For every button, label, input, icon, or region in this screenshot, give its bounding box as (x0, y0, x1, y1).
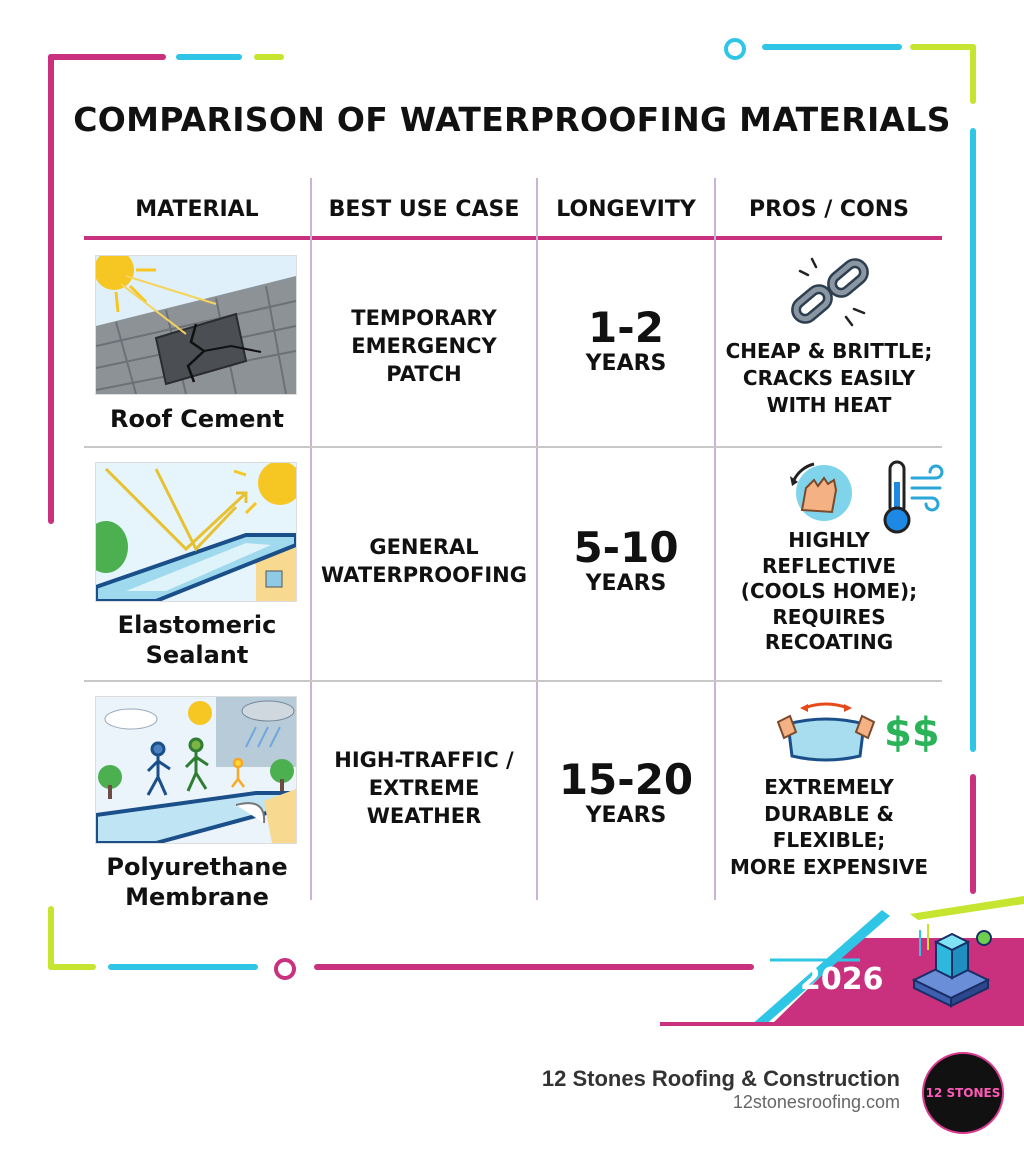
innovation-cube-icon (906, 920, 996, 1010)
longevity-row-3: 15-20 YEARS (538, 758, 714, 830)
stretch-membrane-icon (774, 698, 878, 768)
header-material: MATERIAL (135, 197, 259, 222)
footer-website-link[interactable]: 12stonesroofing.com (732, 1092, 900, 1112)
frame-top-right-cyan (762, 44, 902, 50)
use-line: TEMPORARY (351, 306, 497, 330)
pros-cons-line: RECOATING (764, 630, 894, 654)
frame-bottom-magenta (314, 964, 754, 970)
use-line: WATERPROOFING (321, 563, 527, 587)
use-row-2: GENERAL WATERPROOFING (312, 533, 536, 589)
use-row-3: HIGH-TRAFFIC / EXTREME WEATHER (312, 746, 536, 830)
elastomeric-sealant-illustration (95, 462, 297, 602)
longevity-value: 5-10 (573, 523, 679, 572)
use-row-1: TEMPORARY EMERGENCY PATCH (312, 304, 536, 388)
frame-bottom-ring (274, 958, 296, 980)
header-rule (84, 236, 942, 240)
dollar-icon: $$ (884, 710, 940, 756)
pros-cons-line: EXTREMELY (764, 775, 894, 799)
broken-chain-icon (786, 255, 876, 335)
roof-cement-illustration (95, 255, 297, 395)
footer-company-name: 12 Stones Roofing & Construction (541, 1066, 900, 1091)
material-line: Elastomeric (117, 611, 277, 639)
frame-left-magenta (48, 54, 54, 524)
longevity-row-1: 1-2 YEARS (538, 306, 714, 378)
thermometer-icon (878, 458, 948, 536)
frame-top-magenta (48, 54, 166, 60)
pros-cons-line: FLEXIBLE; (772, 828, 886, 852)
pros-cons-row-1: CHEAP & BRITTLE; CRACKS EASILY WITH HEAT (716, 338, 942, 419)
pros-cons-line: REFLECTIVE (761, 553, 897, 578)
hand-recoat-icon (784, 460, 858, 526)
col-divider-3 (714, 178, 716, 900)
frame-left-lime (48, 906, 54, 970)
material-elastomeric-sealant: Elastomeric Sealant (84, 610, 310, 670)
company-logo: 12 STONES (922, 1052, 1004, 1134)
pros-cons-line: REQUIRES (772, 604, 886, 629)
use-line: HIGH-TRAFFIC / (334, 748, 514, 772)
col-divider-2 (536, 178, 538, 900)
longevity-value: 1-2 (588, 303, 664, 352)
frame-top-lime-dash (254, 54, 284, 60)
frame-top-cyan-dash (176, 54, 242, 60)
row-divider-1 (84, 446, 942, 448)
pros-cons-line: HIGHLY (788, 528, 870, 552)
pros-cons-line: DURABLE & (764, 801, 894, 826)
frame-bottom-cyan (108, 964, 258, 970)
pros-cons-line: WITH HEAT (766, 393, 892, 417)
frame-right-cyan (970, 128, 976, 752)
use-line: PATCH (386, 362, 462, 386)
col-divider-1 (310, 178, 312, 900)
frame-bottom-lime (48, 964, 96, 970)
pros-cons-line: CRACKS EASILY (742, 366, 916, 390)
material-polyurethane-membrane: Polyurethane Membrane (84, 852, 310, 912)
row-divider-2 (84, 680, 942, 682)
use-line: EMERGENCY (351, 334, 497, 358)
header-best-use-case: BEST USE CASE (328, 197, 520, 222)
frame-right-lime (970, 44, 976, 104)
logo-text: 12 STONES (925, 1086, 1001, 1100)
header-pros-cons: PROS / CONS (748, 197, 910, 222)
longevity-unit: YEARS (585, 803, 667, 828)
page-title: COMPARISON OF WATERPROOFING MATERIALS (73, 100, 951, 139)
header-longevity: LONGEVITY (556, 197, 696, 222)
use-line: EXTREME (368, 776, 480, 800)
material-line: Polyurethane (106, 853, 288, 881)
longevity-value: 15-20 (558, 755, 694, 804)
pros-cons-line: (COOLS HOME); (740, 579, 918, 603)
pros-cons-row-2: HIGHLY REFLECTIVE (COOLS HOME); REQUIRES… (716, 528, 942, 656)
use-line: GENERAL (369, 535, 479, 559)
frame-top-ring (724, 38, 746, 60)
material-line: Sealant (145, 641, 249, 669)
badge-year: 2026 (800, 962, 884, 997)
frame-top-right-lime (910, 44, 976, 50)
longevity-row-2: 5-10 YEARS (538, 526, 714, 598)
longevity-unit: YEARS (585, 571, 667, 596)
material-line: Membrane (125, 883, 269, 911)
frame-right-magenta (970, 774, 976, 894)
pros-cons-row-3: EXTREMELY DURABLE & FLEXIBLE; MORE EXPEN… (716, 774, 942, 880)
pros-cons-line: MORE EXPENSIVE (729, 854, 929, 879)
pros-cons-line: CHEAP & BRITTLE; (725, 339, 933, 363)
longevity-unit: YEARS (585, 351, 667, 376)
polyurethane-membrane-illustration (95, 696, 297, 844)
material-roof-cement: Roof Cement (110, 405, 284, 433)
use-line: WEATHER (366, 804, 482, 828)
